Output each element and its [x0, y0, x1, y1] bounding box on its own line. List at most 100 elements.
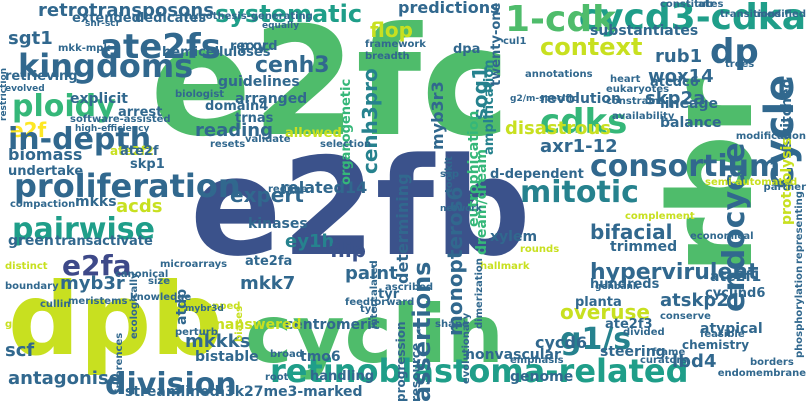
- cloud-word: trimmed: [610, 240, 677, 254]
- cloud-word: resets: [210, 140, 245, 150]
- cloud-word: trnas: [235, 112, 273, 125]
- cloud-word: d-dependent: [490, 168, 584, 181]
- cloud-word: undertake: [8, 165, 83, 178]
- cloud-word: handling: [310, 370, 374, 383]
- cloud-word: chemistry: [682, 339, 749, 351]
- cloud-word: cyclind6: [705, 287, 765, 300]
- cloud-word: scf: [5, 342, 34, 360]
- cloud-word: twenty-one: [490, 2, 503, 85]
- cloud-word: ascribed: [385, 283, 433, 293]
- cloud-word: mkk-mpk: [58, 44, 110, 54]
- cloud-word: kinases: [248, 217, 308, 231]
- cloud-word: constitutes: [660, 0, 724, 10]
- cloud-word: phosphorylation: [795, 266, 805, 358]
- cloud-word: complement: [625, 212, 695, 222]
- cloud-word: antagonise: [8, 370, 121, 388]
- cloud-word: rub1: [655, 48, 702, 66]
- cloud-word: retrieving: [5, 70, 78, 83]
- cloud-word: myb3r3: [430, 81, 446, 150]
- cloud-word: rounds: [520, 245, 559, 255]
- cloud-word: lineage: [660, 97, 718, 111]
- cloud-word: green: [8, 234, 54, 248]
- cloud-word: flop: [370, 20, 413, 40]
- cloud-word: h3k27me3-marked: [215, 385, 363, 399]
- cloud-word: size: [148, 277, 170, 287]
- cloud-word: endomembrane: [718, 369, 806, 379]
- cloud-word: cenh3pro: [360, 68, 380, 174]
- cloud-word: g2/m-specific: [510, 95, 577, 104]
- cloud-word: dpa: [453, 43, 480, 56]
- cloud-word: distinct: [5, 262, 48, 272]
- cloud-word: skp1: [130, 158, 165, 171]
- cloud-word: knowledge: [130, 293, 191, 303]
- cloud-word: mybr3d: [185, 305, 224, 314]
- cloud-word: economical: [690, 232, 754, 242]
- cloud-word: divided: [623, 328, 665, 338]
- cloud-word: dimerization: [475, 258, 485, 329]
- cloud-word: conserve: [660, 312, 711, 322]
- cloud-word: shape: [435, 320, 469, 330]
- cloud-word: predictions: [398, 0, 500, 16]
- cloud-word: perturb: [175, 328, 218, 338]
- cloud-word: ecologically: [130, 273, 140, 340]
- cloud-word: emphasis: [510, 356, 564, 366]
- cloud-word: representing: [795, 191, 805, 264]
- cloud-word: flip: [330, 240, 366, 260]
- cloud-word: selection: [320, 140, 371, 150]
- cloud-word: organogenetic: [340, 79, 353, 185]
- cloud-word: grfs: [5, 320, 27, 330]
- cloud-word: validate: [245, 135, 291, 145]
- cloud-word: constrains: [606, 97, 665, 107]
- cloud-word: restriction: [0, 68, 9, 121]
- cloud-word: trees: [725, 60, 754, 70]
- cloud-word: ey1h: [285, 233, 334, 251]
- cloud-word: tmo6: [300, 350, 341, 364]
- cloud-word: biologist: [175, 90, 224, 100]
- cloud-word: borders: [750, 358, 794, 368]
- cloud-word: mkk7: [240, 275, 295, 293]
- cloud-word: inferences: [115, 333, 125, 392]
- cloud-word: shr-scr: [85, 20, 120, 29]
- cloud-word: framework: [365, 40, 426, 50]
- cloud-word: bistable: [195, 350, 259, 364]
- cloud-word: cul1: [503, 37, 526, 47]
- cloud-word: explicit: [70, 92, 128, 106]
- cloud-word: equally: [262, 22, 299, 31]
- cloud-word: root: [265, 373, 288, 383]
- cloud-word: progression: [395, 321, 407, 402]
- cloud-word: availability: [612, 112, 674, 122]
- cloud-word: xylem: [490, 230, 537, 244]
- cloud-word: feedforward: [345, 298, 414, 308]
- cloud-word: evolved: [5, 85, 45, 94]
- cloud-word: high-efficiency: [75, 125, 149, 134]
- cloud-word: microarrays: [160, 260, 227, 270]
- cloud-word: ssp: [440, 170, 459, 180]
- cloud-word: intercalated: [370, 261, 380, 330]
- cloud-word: tyr: [360, 305, 376, 315]
- cloud-word: boundary: [5, 282, 59, 292]
- cloud-word: eukaryotes: [606, 85, 669, 95]
- cloud-word: acds: [116, 198, 162, 216]
- cloud-word: guidelines: [218, 75, 300, 89]
- cloud-word: biomass: [8, 147, 82, 163]
- cloud-word: mkks: [75, 195, 117, 209]
- cloud-word: axr1-12: [540, 138, 618, 156]
- cloud-word: ate2f1: [710, 270, 761, 284]
- cloud-word: genome: [510, 370, 573, 384]
- cloud-word: resource: [410, 343, 422, 402]
- cloud-word: regime: [268, 185, 308, 195]
- cloud-word: biases: [235, 306, 245, 342]
- cloud-word: feasible: [700, 330, 745, 340]
- cloud-word: unanswered: [205, 318, 302, 332]
- cloud-word: sgt1: [8, 30, 53, 48]
- cloud-word: curators: [640, 356, 687, 366]
- cloud-word: annotations: [525, 70, 593, 80]
- cloud-word: genbank: [595, 283, 639, 292]
- cloud-word: streamlined: [125, 385, 220, 399]
- cloud-word: planta: [575, 296, 622, 309]
- cloud-word: mitotic: [520, 178, 639, 208]
- cloud-word: ate2fa: [245, 255, 292, 268]
- cloud-word: modification: [736, 132, 806, 142]
- cloud-word: breadth: [365, 52, 410, 62]
